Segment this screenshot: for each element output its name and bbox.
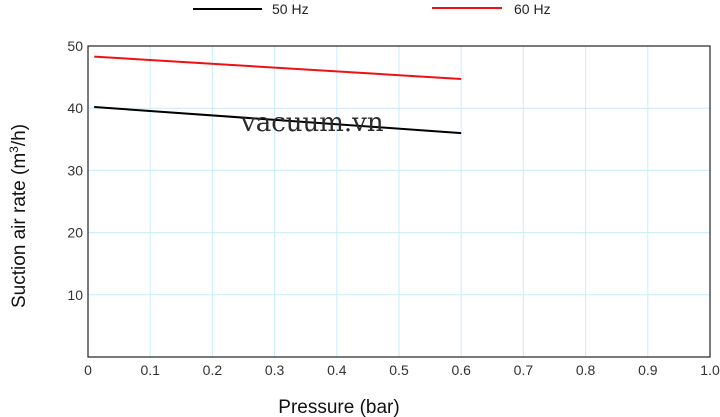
x-tick-label: 0.3 — [265, 362, 285, 378]
x-tick-label: 0.8 — [576, 362, 596, 378]
x-tick-label: 0.9 — [638, 362, 658, 378]
y-tick-label: 30 — [67, 162, 83, 178]
x-tick-label: 0.7 — [514, 362, 534, 378]
x-axis-title: Pressure (bar) — [278, 397, 399, 417]
x-tick-label: 0 — [84, 362, 92, 378]
y-tick-label: 20 — [67, 225, 83, 241]
series-line-1 — [94, 55, 462, 80]
y-tick-label: 10 — [67, 287, 83, 303]
tick-labels: 0 0.1 0.2 0.3 0.4 0.5 0.6 0.7 0.8 0.9 1.0 10 20 30 40 5… — [67, 38, 720, 378]
y-tick-label: 40 — [67, 100, 83, 116]
series — [94, 55, 462, 135]
y-tick-label: 50 — [67, 38, 83, 54]
x-tick-label: 0.2 — [203, 362, 223, 378]
legend-label-50hz: 50 Hz — [272, 1, 309, 17]
x-tick-label: 0.6 — [451, 362, 471, 378]
x-tick-label: 1.0 — [700, 362, 720, 378]
x-tick-label: 0.1 — [140, 362, 160, 378]
plot-frame — [87, 45, 711, 358]
legend: 50 Hz 60 Hz — [193, 1, 551, 17]
x-tick-label: 0.5 — [389, 362, 409, 378]
x-tick-label: 0.4 — [327, 362, 347, 378]
series-line-0 — [94, 106, 462, 135]
y-axis-title-sup: 3 — [7, 146, 21, 153]
watermark: vacuum.vn — [240, 108, 384, 138]
y-axis-title: Suction air rate (m3/h) — [7, 124, 30, 308]
legend-label-60hz: 60 Hz — [514, 1, 551, 17]
grid — [88, 46, 710, 357]
